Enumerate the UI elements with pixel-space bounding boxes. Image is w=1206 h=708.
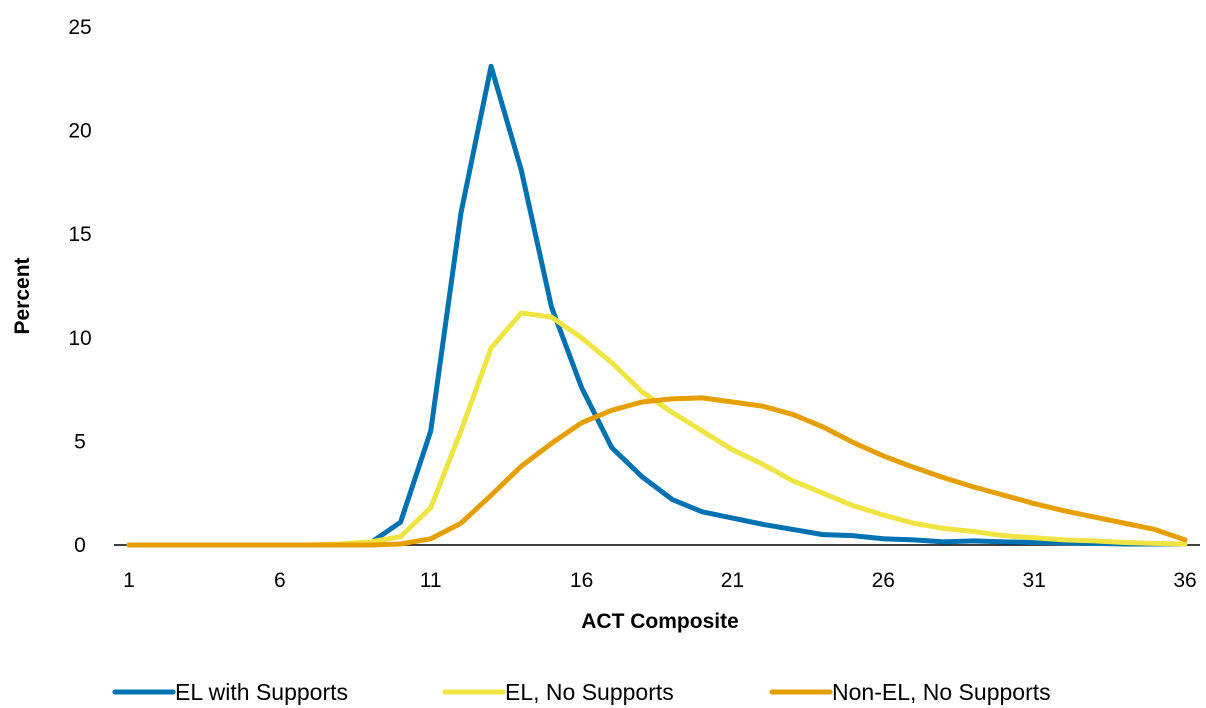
x-tick-label: 1 <box>123 569 135 592</box>
x-tick-label: 31 <box>1022 569 1045 592</box>
x-tick-label: 6 <box>274 569 286 592</box>
x-tick-label: 36 <box>1173 569 1196 592</box>
legend-label: Non-EL, No Supports <box>832 679 1051 705</box>
x-axis-ticks: 1 6 11 16 21 26 31 36 <box>123 569 1197 592</box>
legend-label: EL, No Supports <box>505 679 674 705</box>
x-axis-title: ACT Composite <box>581 610 739 633</box>
legend-item: EL, No Supports <box>442 679 674 705</box>
series-lines <box>126 63 1188 548</box>
x-tick-label: 26 <box>872 569 895 592</box>
y-tick-label: 5 <box>74 430 86 453</box>
y-axis-title: Percent <box>11 257 34 334</box>
legend-item: Non-EL, No Supports <box>769 679 1051 705</box>
legend-label: EL with Supports <box>175 679 348 705</box>
series-line-3 <box>126 395 1188 548</box>
x-tick-label: 16 <box>570 569 593 592</box>
x-tick-label: 11 <box>420 569 442 592</box>
y-tick-label: 10 <box>68 327 91 350</box>
y-tick-label: 0 <box>74 534 86 557</box>
y-tick-label: 15 <box>68 223 91 246</box>
legend-item: EL with Supports <box>112 679 348 705</box>
y-tick-label: 20 <box>68 120 91 143</box>
y-axis-ticks: 0 5 10 15 20 25 <box>68 16 91 557</box>
x-tick-label: 21 <box>721 569 744 592</box>
series-line-1 <box>126 63 1188 548</box>
legend: EL with Supports EL, No Supports Non-EL, N… <box>112 679 1051 705</box>
series-line-2 <box>126 310 1188 548</box>
y-tick-label: 25 <box>68 16 91 39</box>
